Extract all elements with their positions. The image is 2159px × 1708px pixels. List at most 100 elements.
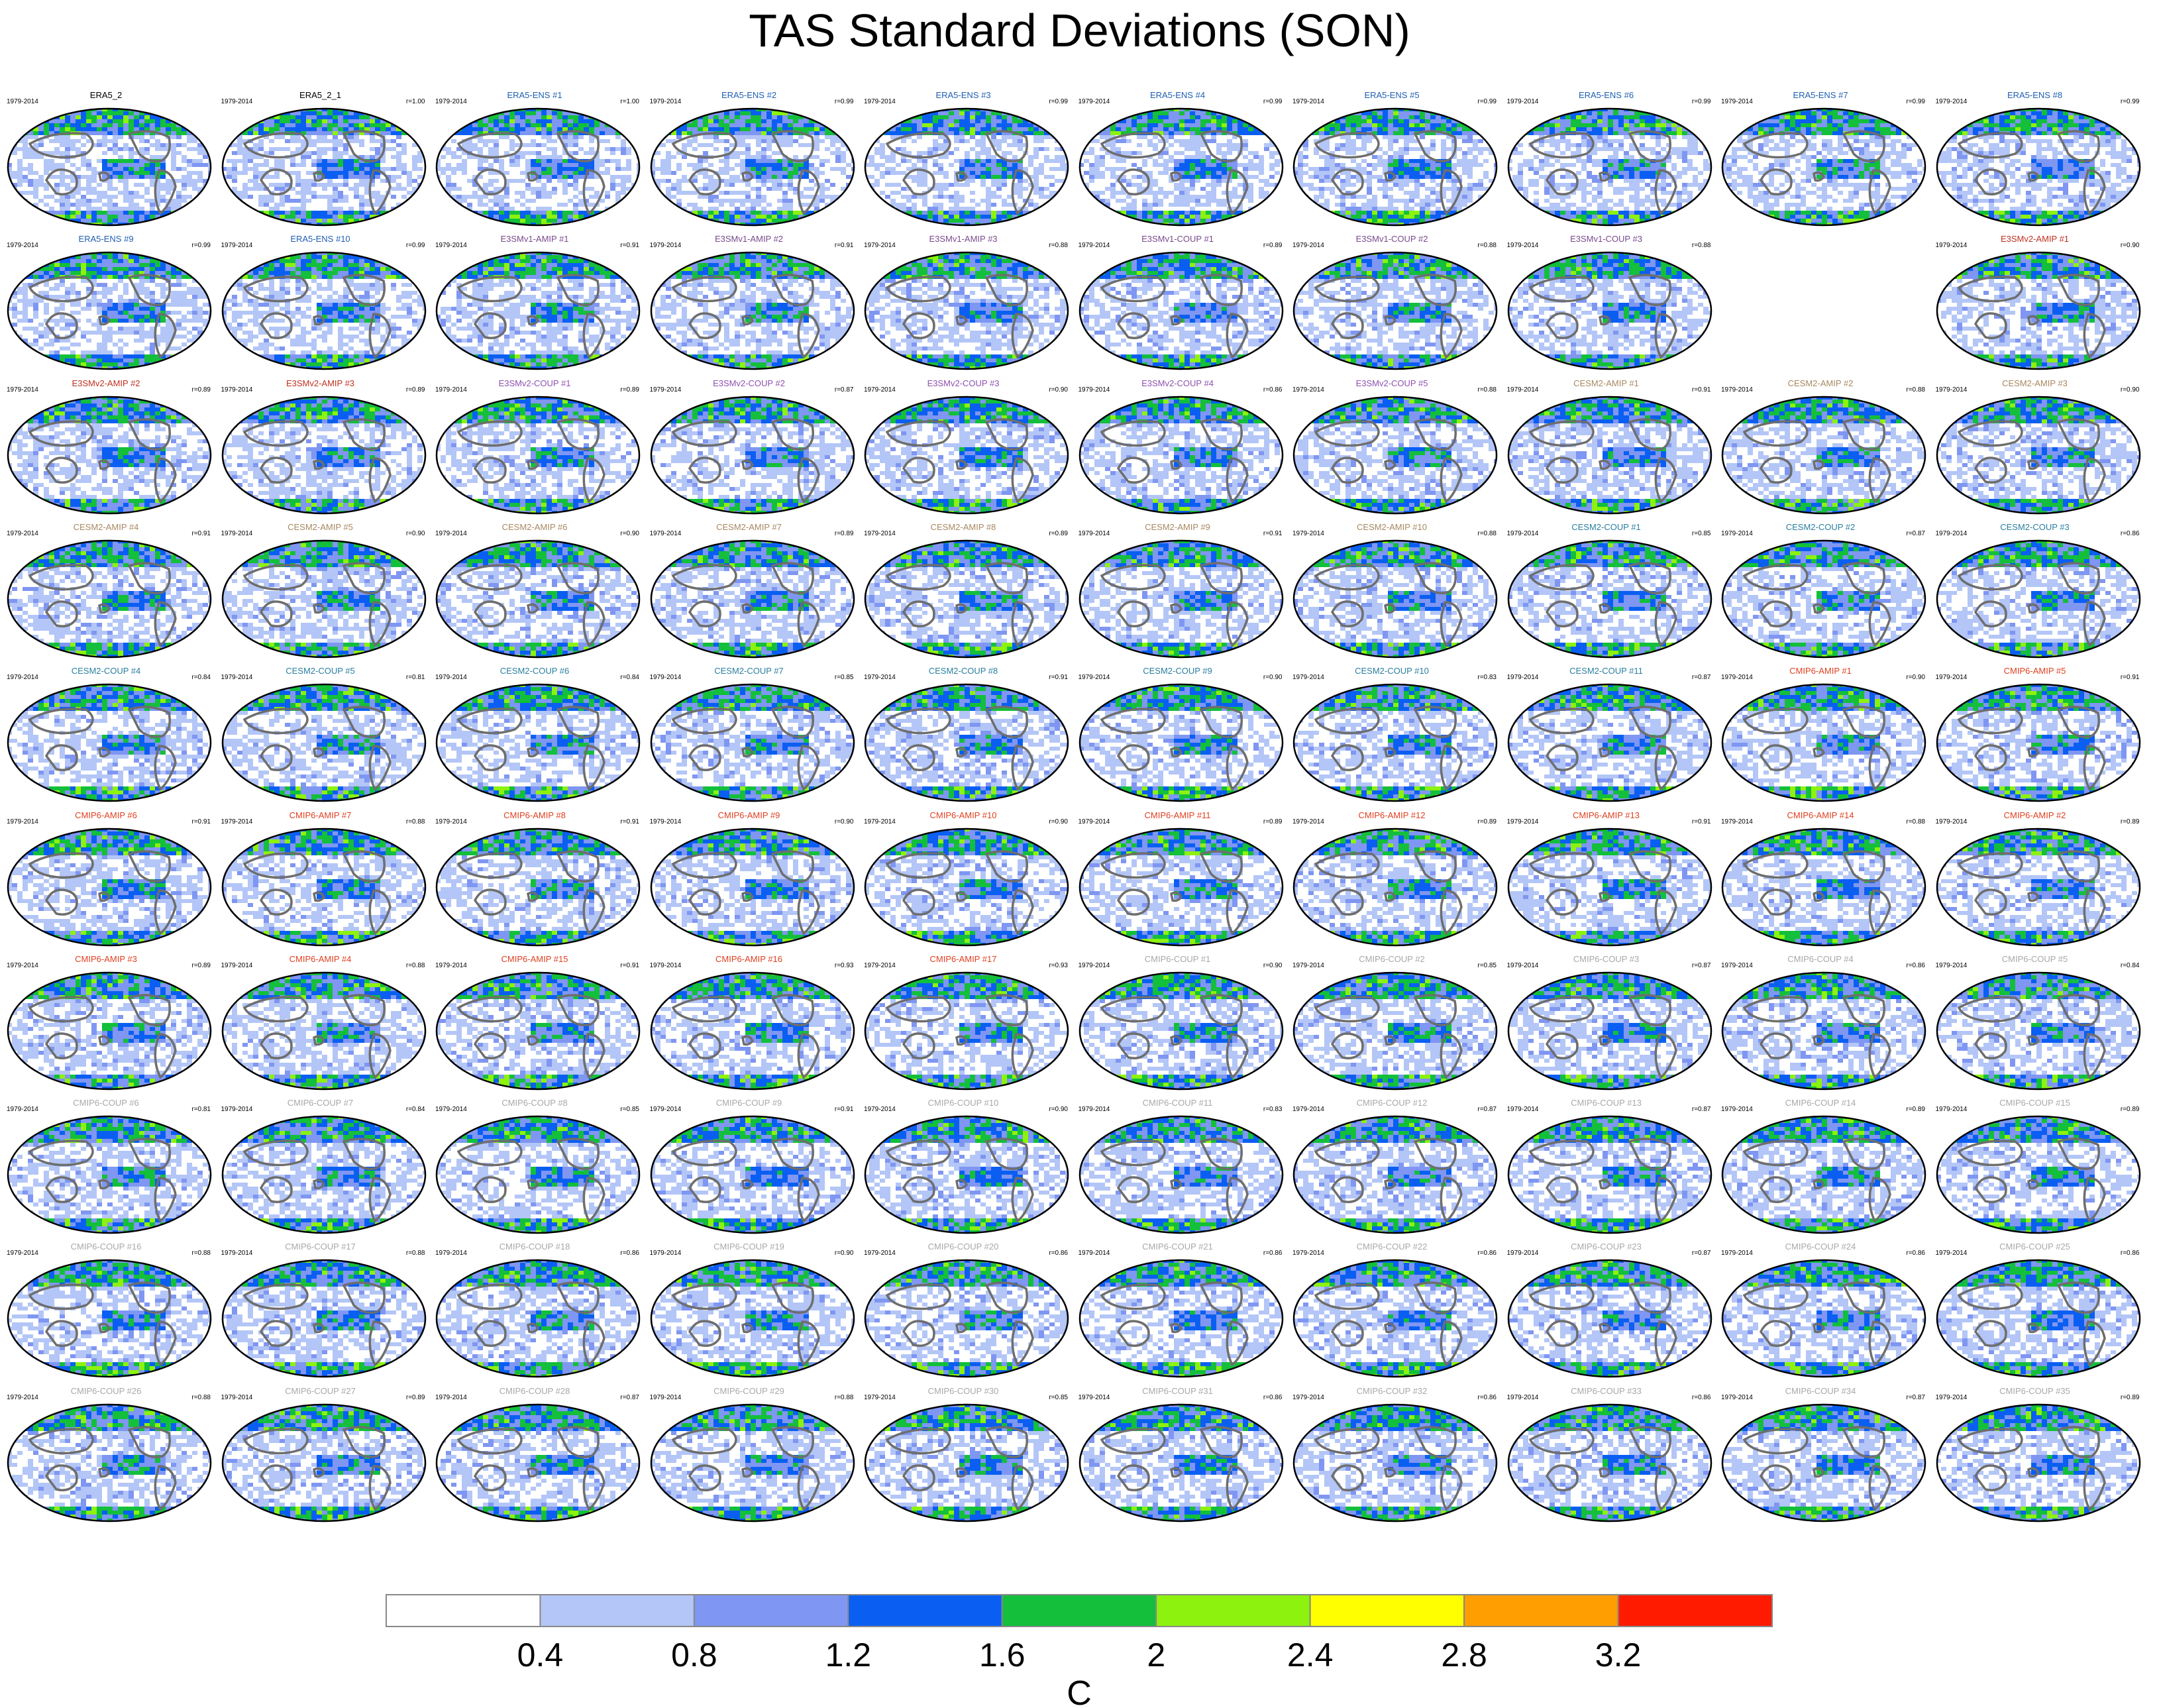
globe-map [221, 396, 427, 515]
map-panel: 1979-2014 ERA5-ENS #8 r=0.99 [1929, 90, 2141, 231]
panel-label: CMIP6-COUP #3 [1501, 954, 1712, 964]
map-panel: 1979-2014 ERA5-ENS #1 r=1.00 [429, 90, 641, 231]
map-panel: 1979-2014 ERA5_2 [0, 90, 212, 231]
panel-label: E3SMv2-COUP #5 [1286, 378, 1498, 388]
panel-correlation: r=0.99 [1049, 98, 1068, 105]
panel-label: E3SMv2-AMIP #1 [1929, 234, 2141, 244]
map-panel: 1979-2014 CMIP6-COUP #26 r=0.88 [0, 1386, 212, 1526]
panel-correlation: r=0.87 [1906, 530, 1925, 537]
globe-map [1507, 107, 1712, 227]
globe-map [1292, 539, 1498, 659]
panel-label: CMIP6-COUP #1 [1072, 954, 1284, 964]
globe-map [864, 107, 1069, 227]
map-panel: 1979-2014 CMIP6-COUP #17 r=0.88 [215, 1242, 427, 1382]
panel-correlation: r=0.89 [406, 1394, 425, 1401]
globe-map [1507, 683, 1712, 802]
globe-map [864, 539, 1069, 659]
globe-map [1079, 396, 1284, 515]
map-panel: 1979-2014 CMIP6-COUP #13 r=0.87 [1501, 1098, 1712, 1238]
globe-map [435, 971, 641, 1091]
panel-correlation: r=0.86 [1906, 962, 1925, 969]
map-panel: 1979-2014 ERA5_2_1 r=1.00 [215, 90, 427, 231]
map-panel: 1979-2014 CMIP6-AMIP #16 r=0.93 [643, 954, 855, 1094]
map-panel: 1979-2014 E3SMv1-COUP #3 r=0.88 [1501, 234, 1712, 374]
map-panel: 1979-2014 E3SMv2-COUP #1 r=0.89 [429, 378, 641, 519]
panel-correlation: r=0.88 [1906, 818, 1925, 826]
globe-map [221, 683, 427, 802]
globe-map [221, 539, 427, 659]
panel-correlation: r=0.84 [191, 674, 211, 681]
panel-label: CMIP6-COUP #32 [1286, 1386, 1498, 1396]
map-panel: 1979-2014 CMIP6-COUP #7 r=0.84 [215, 1098, 427, 1238]
map-panel: 1979-2014 CMIP6-COUP #16 r=0.88 [0, 1242, 212, 1382]
panel-label: CMIP6-COUP #2 [1286, 954, 1498, 964]
globe-map [435, 1403, 641, 1522]
globe-map [1721, 1259, 1926, 1378]
panel-correlation: r=0.90 [1263, 962, 1283, 969]
map-panel: 1979-2014 CMIP6-AMIP #4 r=0.88 [215, 954, 427, 1094]
panel-correlation: r=0.87 [1477, 1106, 1497, 1113]
map-panel: 1979-2014 CESM2-AMIP #3 r=0.90 [1929, 378, 2141, 519]
globe-map [1292, 396, 1498, 515]
panel-label: CESM2-AMIP #8 [857, 522, 1069, 532]
map-panel: 1979-2014 CMIP6-COUP #23 r=0.87 [1501, 1242, 1712, 1382]
panel-correlation: r=0.91 [835, 242, 854, 249]
panel-correlation: r=0.85 [835, 674, 854, 681]
panel-label: CMIP6-COUP #19 [643, 1242, 855, 1252]
globe-map [1292, 971, 1498, 1091]
panel-correlation: r=0.88 [191, 1394, 211, 1401]
globe-map [1292, 1403, 1498, 1522]
map-panel: 1979-2014 CMIP6-COUP #10 r=0.90 [857, 1098, 1069, 1238]
panel-label: CMIP6-COUP #21 [1072, 1242, 1284, 1252]
panel-correlation: r=0.88 [191, 1250, 211, 1257]
map-panel: 1979-2014 E3SMv2-COUP #4 r=0.86 [1072, 378, 1284, 519]
map-panel: 1979-2014 CESM2-AMIP #8 r=0.89 [857, 522, 1069, 663]
panel-correlation: r=0.90 [835, 1250, 854, 1257]
panel-correlation: r=0.91 [191, 530, 211, 537]
panel-correlation: r=0.93 [1049, 962, 1068, 969]
panel-label: ERA5-ENS #5 [1286, 90, 1498, 100]
globe-map [650, 683, 855, 802]
colorbar-tick-label: 0.4 [517, 1636, 564, 1674]
globe-map [435, 107, 641, 227]
panel-correlation: r=0.89 [2121, 1106, 2140, 1113]
panel-correlation: r=0.89 [1477, 818, 1497, 826]
panel-label: CMIP6-AMIP #13 [1501, 810, 1712, 820]
panel-label: E3SMv2-COUP #3 [857, 378, 1069, 388]
map-panel: 1979-2014 CESM2-COUP #9 r=0.90 [1072, 666, 1284, 806]
globe-map [1721, 1115, 1926, 1234]
panel-label: E3SMv2-COUP #2 [643, 378, 855, 388]
panel-label: CESM2-AMIP #7 [643, 522, 855, 532]
globe-map [1936, 396, 2141, 515]
map-panel: 1979-2014 CMIP6-COUP #35 r=0.89 [1929, 1386, 2141, 1526]
panel-correlation: r=0.90 [2121, 386, 2140, 394]
panel-correlation: r=0.89 [406, 386, 425, 394]
panel-correlation: r=0.93 [835, 962, 854, 969]
map-panel: 1979-2014 E3SMv2-AMIP #1 r=0.90 [1929, 234, 2141, 374]
panel-label: CMIP6-COUP #23 [1501, 1242, 1712, 1252]
map-panel: 1979-2014 CMIP6-COUP #6 r=0.81 [0, 1098, 212, 1238]
globe-map [221, 1259, 427, 1378]
panel-label: CMIP6-AMIP #2 [1929, 810, 2141, 820]
colorbar-swatch [1002, 1595, 1156, 1627]
map-panel: 1979-2014 CMIP6-COUP #18 r=0.86 [429, 1242, 641, 1382]
map-panel: 1979-2014 CESM2-AMIP #9 r=0.91 [1072, 522, 1284, 663]
panel-correlation: r=0.99 [835, 98, 854, 105]
panel-label: ERA5-ENS #9 [0, 234, 212, 244]
globe-map [1079, 1403, 1284, 1522]
colorbar-tick-label: 1.6 [979, 1636, 1026, 1674]
map-panel: 1979-2014 CMIP6-COUP #5 r=0.84 [1929, 954, 2141, 1094]
globe-map [864, 1115, 1069, 1234]
map-panel: 1979-2014 E3SMv2-COUP #3 r=0.90 [857, 378, 1069, 519]
globe-map [650, 396, 855, 515]
map-panel: 1979-2014 CMIP6-AMIP #14 r=0.88 [1714, 810, 1926, 951]
map-panel: 1979-2014 CESM2-AMIP #10 r=0.88 [1286, 522, 1498, 663]
colorbar-swatch [694, 1595, 848, 1627]
map-panel: 1979-2014 CMIP6-AMIP #5 r=0.91 [1929, 666, 2141, 806]
globe-map [650, 971, 855, 1091]
map-panel: 1979-2014 E3SMv2-COUP #5 r=0.88 [1286, 378, 1498, 519]
map-panel: 1979-2014 CMIP6-AMIP #13 r=0.91 [1501, 810, 1712, 951]
globe-map [1507, 1115, 1712, 1234]
globe-map [7, 251, 212, 370]
map-panel: 1979-2014 CESM2-COUP #4 r=0.84 [0, 666, 212, 806]
